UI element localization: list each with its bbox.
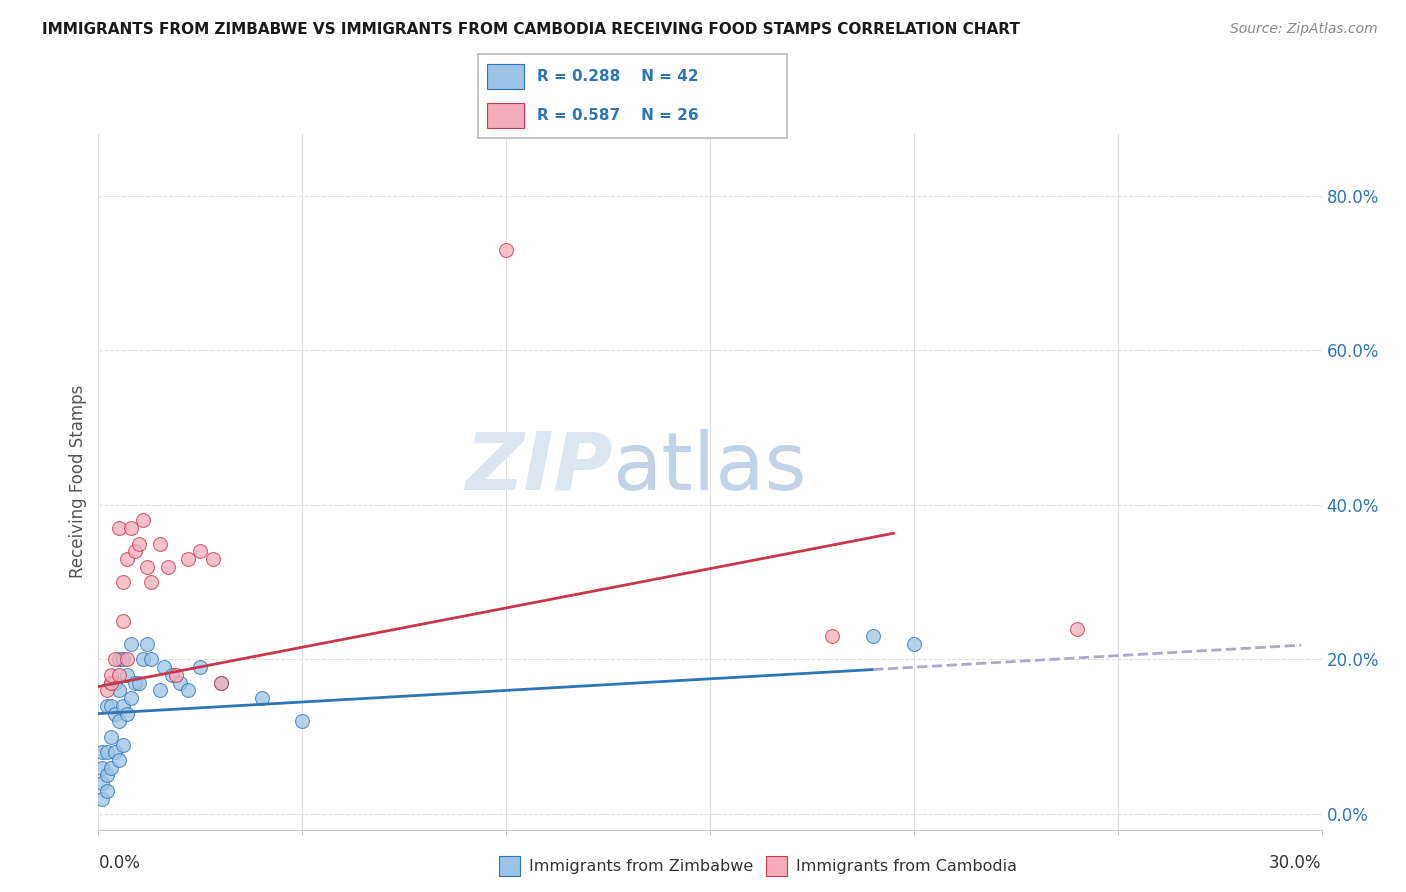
Point [100, 730, 122, 744]
Point [104, 745, 127, 759]
Point [136, 559, 159, 574]
Text: 30.0%: 30.0% [1270, 855, 1322, 872]
Point [188, 660, 212, 674]
Point [149, 536, 172, 550]
Point [120, 637, 142, 651]
Point [100, 675, 122, 690]
Point [91, 791, 114, 805]
Point [250, 691, 273, 706]
Point [177, 683, 200, 698]
Point [108, 714, 131, 729]
Text: R = 0.587    N = 26: R = 0.587 N = 26 [537, 108, 699, 123]
Point [128, 536, 150, 550]
Point [152, 660, 174, 674]
Point [96, 745, 118, 759]
Point [169, 675, 191, 690]
Point [108, 652, 131, 666]
Point [141, 652, 163, 666]
Point [115, 552, 138, 566]
Point [291, 714, 314, 729]
Text: IMMIGRANTS FROM ZIMBABWE VS IMMIGRANTS FROM CAMBODIA RECEIVING FOOD STAMPS CORRE: IMMIGRANTS FROM ZIMBABWE VS IMMIGRANTS F… [42, 22, 1021, 37]
Point [91, 776, 114, 790]
Point [104, 675, 127, 690]
Y-axis label: Receiving Food Stamps: Receiving Food Stamps [69, 385, 87, 578]
Point [1066, 622, 1088, 636]
Point [108, 753, 131, 767]
Point [115, 668, 138, 682]
Point [91, 761, 114, 775]
Point [132, 652, 155, 666]
Point [120, 521, 142, 535]
Point [209, 675, 232, 690]
Point [104, 706, 127, 721]
Text: Immigrants from Cambodia: Immigrants from Cambodia [796, 859, 1017, 873]
Point [96, 784, 118, 798]
Point [100, 668, 122, 682]
Point [156, 559, 179, 574]
Point [96, 698, 118, 713]
Point [903, 637, 925, 651]
Point [128, 675, 150, 690]
Point [100, 698, 122, 713]
Point [495, 243, 517, 257]
Point [124, 544, 146, 558]
Point [177, 552, 200, 566]
Point [115, 652, 138, 666]
Point [120, 691, 142, 706]
Point [188, 544, 212, 558]
Point [165, 668, 187, 682]
Point [160, 668, 183, 682]
Point [111, 575, 134, 590]
Point [132, 513, 155, 527]
Text: Source: ZipAtlas.com: Source: ZipAtlas.com [1230, 22, 1378, 37]
Point [115, 706, 138, 721]
Point [111, 614, 134, 628]
Point [862, 629, 884, 643]
Point [100, 675, 122, 690]
Point [111, 698, 134, 713]
Point [96, 768, 118, 782]
Text: R = 0.288    N = 42: R = 0.288 N = 42 [537, 69, 699, 84]
Point [108, 521, 131, 535]
Point [100, 761, 122, 775]
Point [108, 668, 131, 682]
Point [209, 675, 232, 690]
Point [821, 629, 844, 643]
Text: ZIP: ZIP [465, 429, 612, 507]
Point [201, 552, 224, 566]
Text: Immigrants from Zimbabwe: Immigrants from Zimbabwe [529, 859, 752, 873]
Text: atlas: atlas [612, 429, 807, 507]
Point [96, 683, 118, 698]
Bar [488, 63, 524, 89]
Point [141, 575, 163, 590]
Point [149, 683, 172, 698]
Point [124, 675, 146, 690]
Point [108, 683, 131, 698]
Point [91, 745, 114, 759]
Point [136, 637, 159, 651]
Bar [488, 103, 524, 128]
Point [104, 652, 127, 666]
Text: 0.0%: 0.0% [98, 855, 141, 872]
Point [111, 652, 134, 666]
Point [111, 738, 134, 752]
